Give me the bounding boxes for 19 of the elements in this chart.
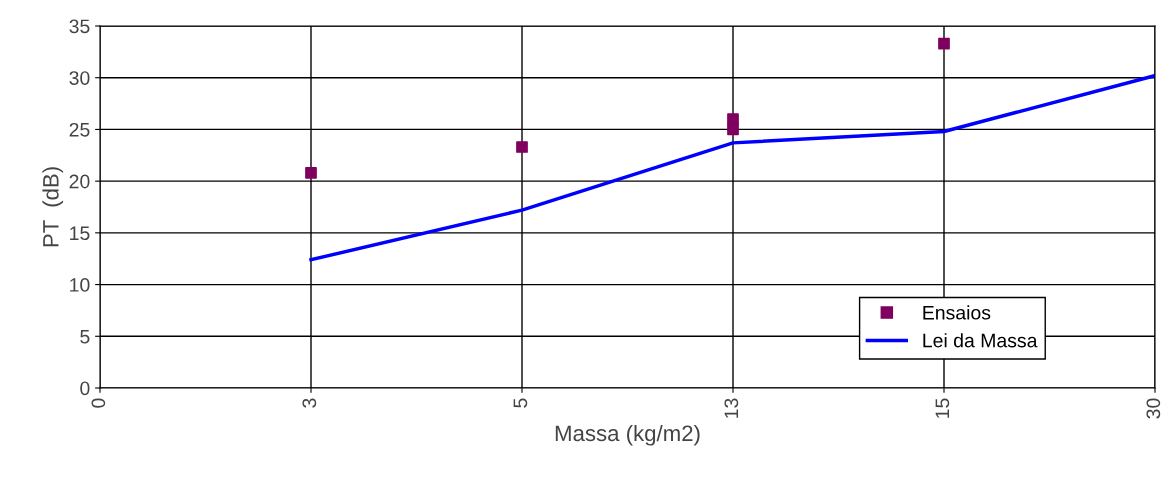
y-tick-label: 20 [69, 174, 90, 189]
y-tick-label: 5 [80, 329, 90, 344]
y-tick-label: 10 [70, 278, 90, 292]
x-tick-label: 5 [513, 398, 528, 408]
legend-label: Lei da Massa [923, 333, 1038, 348]
y-tick-label: 30 [69, 71, 90, 85]
y-tick-label: 25 [69, 122, 90, 137]
x-tick-label: 0 [91, 398, 106, 408]
y-axis-title: PT (dB) [42, 167, 64, 247]
y-tick-label: 35 [69, 19, 90, 34]
x-tick-label: 3 [302, 398, 317, 408]
y-tick-label: 15 [70, 226, 90, 241]
x-tick-label: 13 [724, 398, 739, 418]
line-series [309, 73, 1155, 262]
y-tick-label: 0 [80, 381, 90, 396]
x-tick-label: 15 [935, 398, 950, 418]
legend-label: Ensaios [923, 305, 991, 320]
x-axis-title: Massa (kg/m2) [555, 424, 700, 446]
x-tick-label: 30 [1146, 398, 1161, 419]
